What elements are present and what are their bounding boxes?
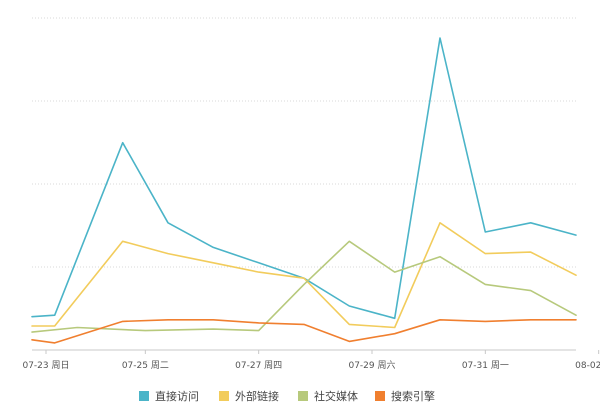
legend-item-1[interactable]: 外部链接 <box>219 389 279 403</box>
legend-item-2[interactable]: 社交媒体 <box>298 389 358 403</box>
x-tick-label: 07-31 周一 <box>462 360 509 371</box>
x-tick-label: 07-29 周六 <box>348 359 395 371</box>
series-lines <box>31 37 577 344</box>
x-tick-label: 07-25 周二 <box>122 360 169 371</box>
legend-swatch <box>139 391 149 401</box>
x-axis: 07-23 周日 07-25 周二 07-27 周四 07-29 周六 07-31 周一… <box>22 349 600 371</box>
legend-swatch <box>219 391 229 401</box>
grid-lines <box>32 17 576 268</box>
legend-label: 搜索引擎 <box>391 389 435 403</box>
legend: 直接访问 外部链接 社交媒体 搜索引擎 <box>139 389 435 403</box>
legend-label: 外部链接 <box>235 389 279 403</box>
series-line-3 <box>31 318 577 344</box>
x-tick-label: 07-27 周四 <box>235 360 282 371</box>
series-line-2 <box>31 240 577 333</box>
legend-swatch <box>298 391 308 401</box>
legend-item-0[interactable]: 直接访问 <box>139 389 199 403</box>
legend-item-3[interactable]: 搜索引擎 <box>375 389 435 403</box>
legend-label: 社交媒体 <box>314 389 358 403</box>
series-line-0 <box>31 37 577 320</box>
legend-swatch <box>375 391 385 401</box>
series-line-1 <box>31 222 577 329</box>
x-tick-label: 07-23 周日 <box>22 360 69 371</box>
legend-label: 直接访问 <box>155 389 199 403</box>
x-tick-label: 08-02 周三 <box>575 360 600 371</box>
